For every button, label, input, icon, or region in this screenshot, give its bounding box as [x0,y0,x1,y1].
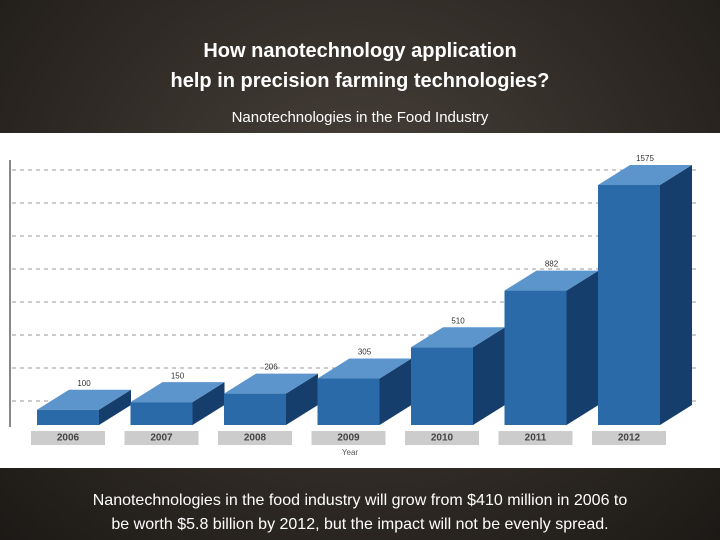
bar [411,347,473,425]
data-label: 1575 [636,154,654,163]
bar [504,290,567,425]
x-tick-label: 2011 [525,433,547,444]
bar [317,378,380,425]
chart-title: Nanotechnologies in the Food Industry [231,109,489,126]
bar-side [566,270,599,425]
data-label: 305 [358,348,372,357]
x-tick-label: 2006 [57,433,80,444]
bar-top [130,382,225,403]
bar-side [286,373,318,425]
x-axis-label: Year [342,448,359,457]
caption: Nanotechnologies in the food industry wi… [92,492,628,509]
bar-top [224,373,318,394]
bar-top [37,389,131,410]
data-label: 206 [264,363,278,372]
data-label: 882 [545,260,559,269]
x-tick-label: 2009 [337,433,360,444]
x-tick-label: 2012 [618,433,641,444]
x-tick-label: 2008 [244,433,267,444]
slide-title: help in precision farming technologies? [170,70,550,92]
x-tick-label: 2010 [431,433,454,444]
slide-title: How nanotechnology application [203,40,517,62]
x-tick-box [498,431,573,445]
bar-top [598,165,692,185]
bar-side [192,382,225,425]
x-tick-box [405,431,479,445]
data-label: 150 [171,371,185,380]
bar [130,402,193,425]
bar-side [473,327,505,425]
bar [224,393,286,425]
x-tick-label: 2007 [150,433,173,444]
bar-side [379,358,412,425]
data-label: 510 [451,316,465,325]
bar-top [317,358,412,379]
x-tick-box [311,431,386,445]
x-tick-box [592,431,666,445]
bar-side [99,389,131,425]
caption: be worth $5.8 billion by 2012, but the i… [111,516,609,533]
x-tick-box [124,431,199,445]
x-tick-box [218,431,292,445]
x-tick-box [31,431,105,445]
bar [598,185,660,425]
bar-top [504,270,599,291]
bar [37,409,99,425]
bar-side [660,165,692,425]
bar-top [411,327,505,348]
data-label: 100 [77,379,91,388]
